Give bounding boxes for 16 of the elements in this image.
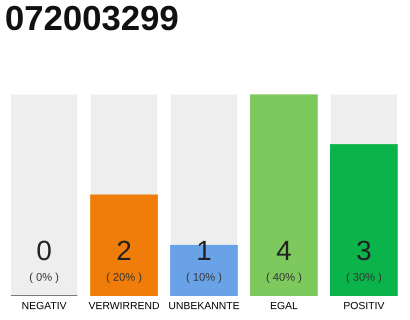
annotation: ( 30% ): [346, 272, 382, 284]
x-tick-label: UNBEKANNTE: [169, 302, 240, 310]
annotation: ( 10% ): [186, 272, 222, 284]
data-label: 2: [118, 240, 130, 260]
x-tick-label: POSITIV: [344, 302, 384, 310]
data-label: 3: [357, 240, 370, 260]
annotation: ( 0% ): [30, 272, 58, 284]
data-label: 0: [37, 240, 51, 260]
x-tick-label: EGAL: [270, 302, 298, 310]
x-tick-label: NEGATIV: [22, 302, 67, 310]
annotation: ( 20% ): [106, 272, 142, 284]
annotation: ( 40% ): [266, 272, 302, 284]
x-tick-label: VERWIRREND: [88, 302, 160, 310]
chart-title: 072003299: [6, 6, 178, 30]
data-label: 1: [198, 240, 210, 260]
data-label: 4: [276, 240, 291, 260]
